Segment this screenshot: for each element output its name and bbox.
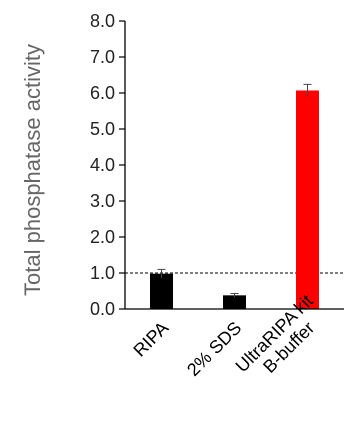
y-axis-label: Total phosphatase activity (20, 44, 45, 296)
y-tick-label: 4.0 (90, 155, 115, 175)
error-bars (157, 83, 312, 298)
y-tick-label: 2.0 (90, 227, 115, 247)
bars (150, 90, 319, 309)
y-tick-label: 8.0 (90, 11, 115, 31)
y-tick-label: 0.0 (90, 299, 115, 319)
y-tick-label: 5.0 (90, 119, 115, 139)
y-tick-label: 6.0 (90, 83, 115, 103)
bar (150, 273, 173, 309)
y-axis-ticks: 0.0 1.0 2.0 3.0 4.0 5.0 6.0 7.0 8.0 (90, 11, 125, 319)
bar (223, 295, 246, 309)
y-tick-label: 3.0 (90, 191, 115, 211)
y-tick-label: 7.0 (90, 47, 115, 67)
x-tick-label: RIPA (129, 318, 172, 361)
bar (296, 90, 319, 309)
y-tick-label: 1.0 (90, 263, 115, 283)
x-tick-label: 2% SDS (183, 318, 245, 380)
